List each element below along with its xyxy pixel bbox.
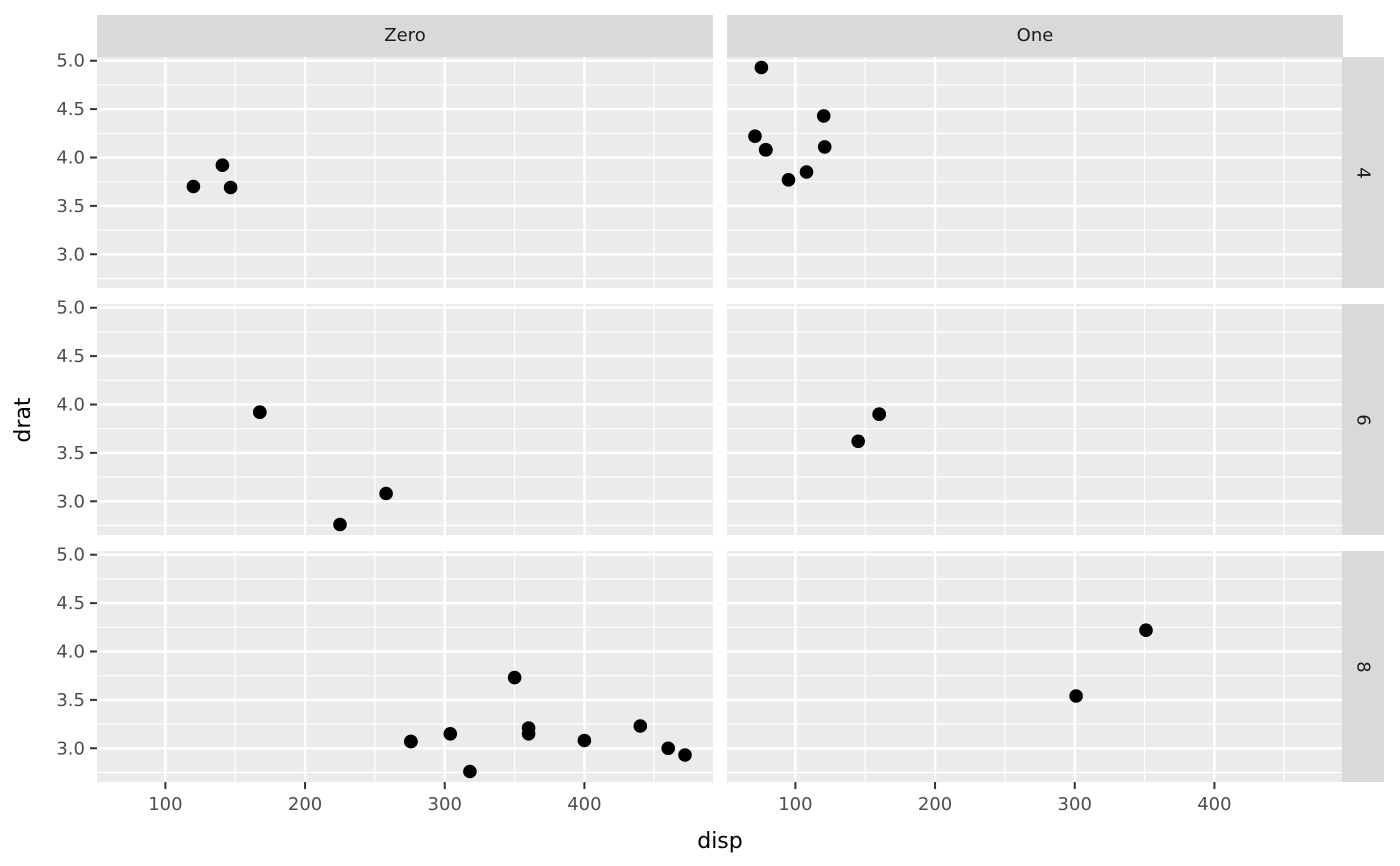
data-point: [443, 727, 458, 741]
data-point: [799, 165, 814, 179]
y-tick-label: 4.0: [56, 642, 85, 663]
x-tick-label: 200: [918, 794, 952, 815]
x-tick-label: 300: [428, 794, 462, 815]
panel-background: [97, 57, 713, 288]
data-point: [759, 143, 773, 157]
data-point: [223, 180, 238, 195]
x-tick-label: 100: [778, 794, 812, 815]
y-tick-label: 3.5: [56, 443, 85, 464]
facet-panel-Zero-6: [97, 304, 713, 535]
panel-background: [727, 304, 1343, 535]
data-point: [851, 434, 865, 449]
facet-panel-One-8: [727, 551, 1343, 782]
data-point: [186, 179, 201, 194]
data-point: [816, 109, 831, 123]
y-tick-label: 3.0: [56, 738, 85, 759]
data-point: [252, 405, 267, 420]
data-point: [215, 158, 230, 172]
facet-panel-Zero-4: [97, 57, 713, 288]
data-point: [754, 60, 769, 75]
y-tick-label: 3.0: [56, 491, 85, 512]
y-tick-label: 3.5: [56, 690, 85, 711]
data-point: [1139, 623, 1153, 637]
facet-strip-label: 6: [1352, 413, 1374, 426]
facet-strip-label: One: [1016, 25, 1054, 46]
y-tick-label: 5.0: [56, 298, 85, 319]
facet-strip-label: Zero: [384, 25, 426, 46]
data-point: [817, 140, 832, 154]
y-tick-label: 4.0: [56, 395, 85, 416]
facet-strip-row-6: 6: [1342, 304, 1384, 535]
facet-panel-One-4: [727, 57, 1343, 288]
y-tick-label: 4.0: [56, 148, 85, 169]
facet-strip-row-8: 8: [1342, 551, 1384, 782]
data-point: [1069, 689, 1083, 703]
panel-background: [97, 304, 713, 535]
data-point: [507, 670, 522, 685]
data-point: [872, 407, 886, 422]
facet-panel-One-6: [727, 304, 1343, 535]
y-tick-label: 5.0: [56, 51, 85, 72]
y-tick-label: 4.5: [56, 99, 85, 120]
facet-strip-label: 8: [1352, 660, 1374, 673]
data-point: [379, 486, 393, 501]
facet-strip-label: 4: [1352, 166, 1374, 179]
data-point: [661, 741, 675, 756]
x-axis-title: disp: [697, 829, 743, 854]
data-point: [333, 517, 347, 532]
facet-strip-row-4: 4: [1342, 57, 1384, 288]
y-tick-label: 5.0: [56, 545, 85, 566]
x-tick-label: 300: [1058, 794, 1092, 815]
y-tick-label: 4.5: [56, 346, 85, 367]
data-point: [577, 733, 592, 748]
facet-panel-Zero-8: [97, 551, 713, 782]
x-tick-label: 400: [567, 794, 601, 815]
y-axis-title: drat: [11, 397, 36, 443]
facet-strip-col-zero: Zero: [97, 15, 713, 57]
y-tick-label: 3.0: [56, 244, 85, 265]
data-point: [781, 173, 796, 187]
data-point: [633, 719, 648, 733]
x-tick-label: 400: [1197, 794, 1231, 815]
data-point: [404, 734, 418, 749]
x-tick-label: 100: [148, 794, 182, 815]
y-tick-label: 3.5: [56, 196, 85, 217]
panel-background: [727, 551, 1343, 782]
data-point: [678, 748, 692, 762]
data-point: [521, 721, 536, 735]
x-tick-label: 200: [288, 794, 322, 815]
data-point: [463, 764, 477, 779]
facet-strip-col-one: One: [727, 15, 1343, 57]
data-point: [748, 129, 762, 143]
y-tick-label: 4.5: [56, 593, 85, 614]
panel-background: [727, 57, 1343, 288]
